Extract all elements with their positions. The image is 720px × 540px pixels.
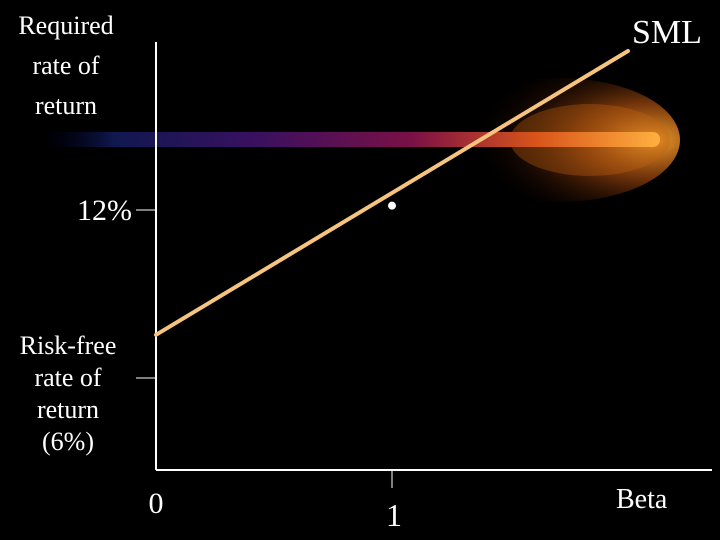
data-point-beta-1 xyxy=(388,201,396,210)
y-axis-label-line: return xyxy=(34,91,98,120)
sml-line xyxy=(154,49,630,337)
risk-free-label: Risk-free rate of return (6%) xyxy=(6,330,130,458)
risk-free-label-line: Risk-free xyxy=(19,331,117,360)
risk-free-label-line: return xyxy=(36,395,100,424)
x-axis-label: Beta xyxy=(616,484,668,515)
y-axis-label-line: rate of xyxy=(32,51,100,80)
tick-label-0: 0 xyxy=(149,487,164,520)
risk-free-label-line: rate of xyxy=(34,363,102,392)
y-axis-label: Required rate of return xyxy=(4,6,128,126)
risk-free-label-line: (6%) xyxy=(42,427,94,456)
tick-label-12: 12% xyxy=(77,194,132,227)
decorative-beam xyxy=(40,78,680,202)
tick-label-1: 1 xyxy=(386,497,402,533)
y-axis-label-line: Required xyxy=(18,11,114,40)
sml-label: SML xyxy=(632,14,702,51)
